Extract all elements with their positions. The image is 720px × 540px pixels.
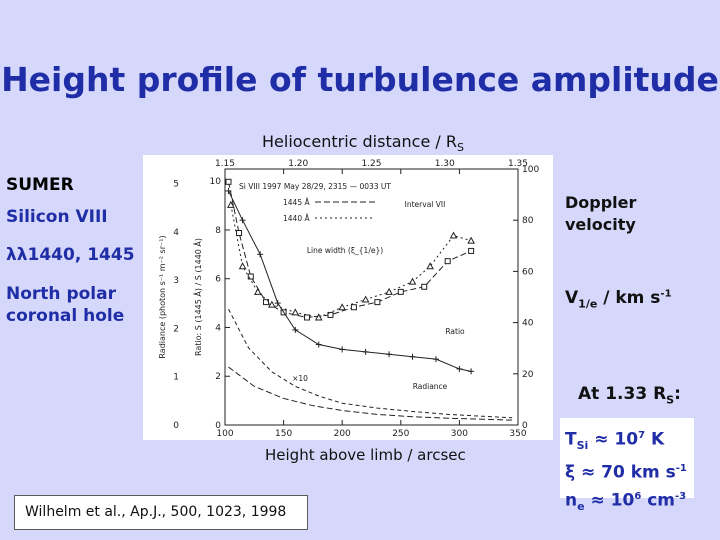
- plot-frame: [224, 168, 519, 426]
- series-point-1440: [238, 262, 247, 270]
- top-tick-label: 1.25: [361, 159, 381, 169]
- series-point-1440: [467, 236, 475, 244]
- series-point-1440: [385, 287, 393, 295]
- series-point-1445: [225, 178, 232, 185]
- y-inner-tick-label: 6: [215, 275, 221, 285]
- series-point-1445: [263, 299, 270, 306]
- series-point-1440: [268, 300, 276, 308]
- legend-entry-1445: 1445 Å: [283, 198, 310, 207]
- y-right-tick-label: 60: [522, 267, 534, 277]
- series-point-1445: [247, 273, 254, 280]
- density-param: ne ≈ 106 cm-3: [565, 490, 687, 513]
- y-inner-tick-label: 8: [215, 226, 221, 236]
- velocity-label: V1/e / km s-1: [565, 288, 672, 311]
- y-right-tick-label: 20: [522, 370, 534, 380]
- series-point-1445: [468, 247, 475, 254]
- series-point-1440: [449, 231, 458, 239]
- y-right-tick-label: 0: [522, 421, 528, 431]
- y-outer-tick-label: 2: [173, 324, 179, 334]
- y-outer-axis-label: Radiance (photon s⁻¹ m⁻² sr⁻¹): [158, 235, 167, 358]
- lines-label: λλ1440, 1445: [6, 245, 135, 265]
- bottom-axis-label: Height above limb / arcsec: [265, 446, 466, 464]
- series-line-2: [228, 190, 472, 372]
- ion-label: Silicon VIII: [6, 207, 108, 227]
- series-point-1445: [421, 283, 428, 290]
- annotation-linewidth: Line width (ξ_{1/e}): [307, 246, 383, 255]
- y-outer-tick-label: 5: [173, 179, 179, 189]
- y-right-tick-label: 40: [522, 319, 534, 329]
- series-line-4: [228, 366, 513, 421]
- series-point-1440: [291, 308, 300, 316]
- top-axis-label: Heliocentric distance / RS: [262, 132, 464, 155]
- series-point-1445: [350, 304, 357, 311]
- x-tick-label: 350: [509, 429, 526, 439]
- y-right-tick-label: 100: [522, 165, 539, 175]
- y-right-tick-label: 80: [522, 216, 534, 226]
- citation: Wilhelm et al., Ap.J., 500, 1023, 1998: [14, 495, 308, 530]
- series-point-1440: [426, 262, 434, 270]
- at-radius-label: At 1.33 RS:: [578, 384, 681, 407]
- series-point-1445: [304, 314, 311, 321]
- series-point-1440: [361, 295, 370, 303]
- x-tick-label: 200: [334, 429, 351, 439]
- y-outer-tick-label: 3: [173, 276, 179, 286]
- series-point-1445: [374, 299, 381, 306]
- temperature-param: TSi ≈ 107 K: [565, 429, 665, 453]
- series-line-3: [228, 308, 513, 419]
- top-tick-label: 1.30: [435, 159, 455, 169]
- y-outer-tick-label: 1: [173, 373, 179, 383]
- top-tick-label: 1.35: [508, 159, 528, 169]
- annotation-radiance: Radiance: [413, 382, 448, 391]
- series-point-1445: [444, 258, 451, 265]
- series-point-1440: [408, 277, 417, 285]
- annotation-ratio: Ratio: [445, 327, 465, 336]
- plot-panel: 100 150 200 250 300 350 1.15 1.20 1.25 1.30 1.35 0 2…: [143, 155, 553, 440]
- series-point-1440: [227, 200, 235, 208]
- xi-param: ξ ≈ 70 km s-1: [565, 462, 687, 483]
- y-inner-tick-label: 2: [215, 372, 221, 382]
- doppler-label: Doppler velocity: [565, 193, 637, 234]
- top-tick-label: 1.20: [288, 159, 308, 169]
- parameter-box: TSi ≈ 107 K ξ ≈ 70 km s-1 ne ≈ 106 cm-3: [560, 418, 694, 513]
- y-inner-tick-label: 4: [215, 323, 221, 333]
- y-inner-axis-label: Ratio: S (1445 Å) / S (1440 Å): [192, 238, 203, 356]
- x-tick-label: 250: [392, 429, 409, 439]
- series-point-1440: [338, 303, 347, 311]
- series-point-1445: [327, 311, 334, 318]
- legend-interval: Interval VII: [405, 200, 446, 209]
- region-label: North polar coronal hole: [6, 284, 125, 326]
- series-point-1440: [253, 287, 262, 295]
- y-outer-tick-label: 4: [173, 228, 179, 238]
- x-tick-label: 150: [275, 429, 292, 439]
- series-point-1445: [236, 230, 243, 236]
- y-inner-tick-label: 10: [210, 177, 222, 187]
- x-tick-label: 300: [451, 429, 468, 439]
- annotation-x10: ×10: [292, 374, 308, 383]
- y-outer-tick-label: 0: [173, 421, 179, 431]
- series-point-1445: [397, 288, 404, 295]
- top-tick-label: 1.15: [215, 159, 235, 169]
- series-point-1440: [314, 313, 323, 321]
- slide-title: Height profile of turbulence amplitude: [1, 60, 719, 99]
- y-inner-tick-label: 0: [215, 421, 221, 431]
- legend-entry-1440: 1440 Å: [283, 214, 310, 223]
- x-tick-label: 100: [216, 429, 233, 439]
- legend-header: Si VIII 1997 May 28/29, 2315 — 0033 UT: [239, 182, 391, 191]
- instrument-label: SUMER: [6, 175, 74, 195]
